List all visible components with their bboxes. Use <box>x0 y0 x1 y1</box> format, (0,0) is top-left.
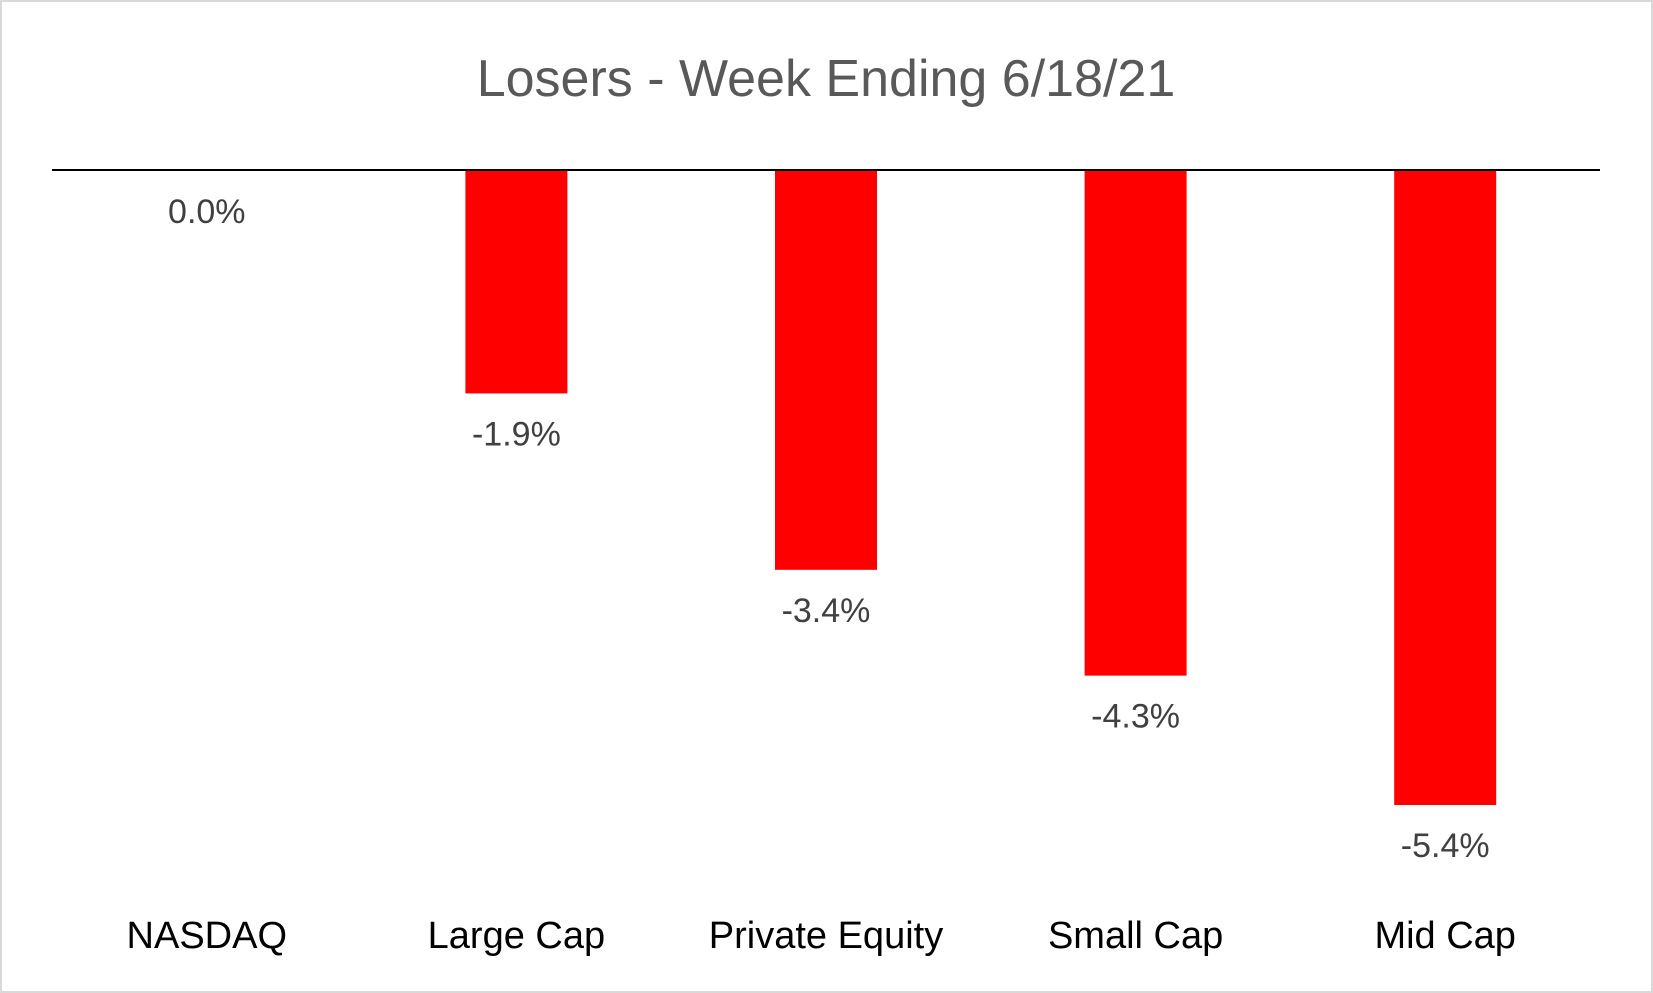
bar-small-cap <box>1084 170 1187 676</box>
category-label: Mid Cap <box>1374 915 1516 957</box>
bars-group <box>155 170 1497 805</box>
data-label: -5.4% <box>1401 827 1490 865</box>
bar-large-cap <box>465 170 568 394</box>
data-label: 0.0% <box>168 193 246 231</box>
bar-mid-cap <box>1394 170 1497 805</box>
category-label: NASDAQ <box>127 915 287 957</box>
category-labels-group: NASDAQ Large Cap Private Equity Small Cap Mi… <box>127 915 1516 957</box>
category-label: Private Equity <box>709 915 943 957</box>
data-label: -1.9% <box>472 415 561 453</box>
chart-title: Losers - Week Ending 6/18/21 <box>477 50 1176 108</box>
data-labels-group: 0.0% -1.9% -3.4% -4.3% -5.4% <box>168 193 1490 865</box>
data-label: -4.3% <box>1091 698 1180 736</box>
data-label: -3.4% <box>782 592 871 630</box>
category-label: Small Cap <box>1048 915 1223 957</box>
category-label: Large Cap <box>428 915 605 957</box>
bar-private-equity <box>775 170 877 570</box>
